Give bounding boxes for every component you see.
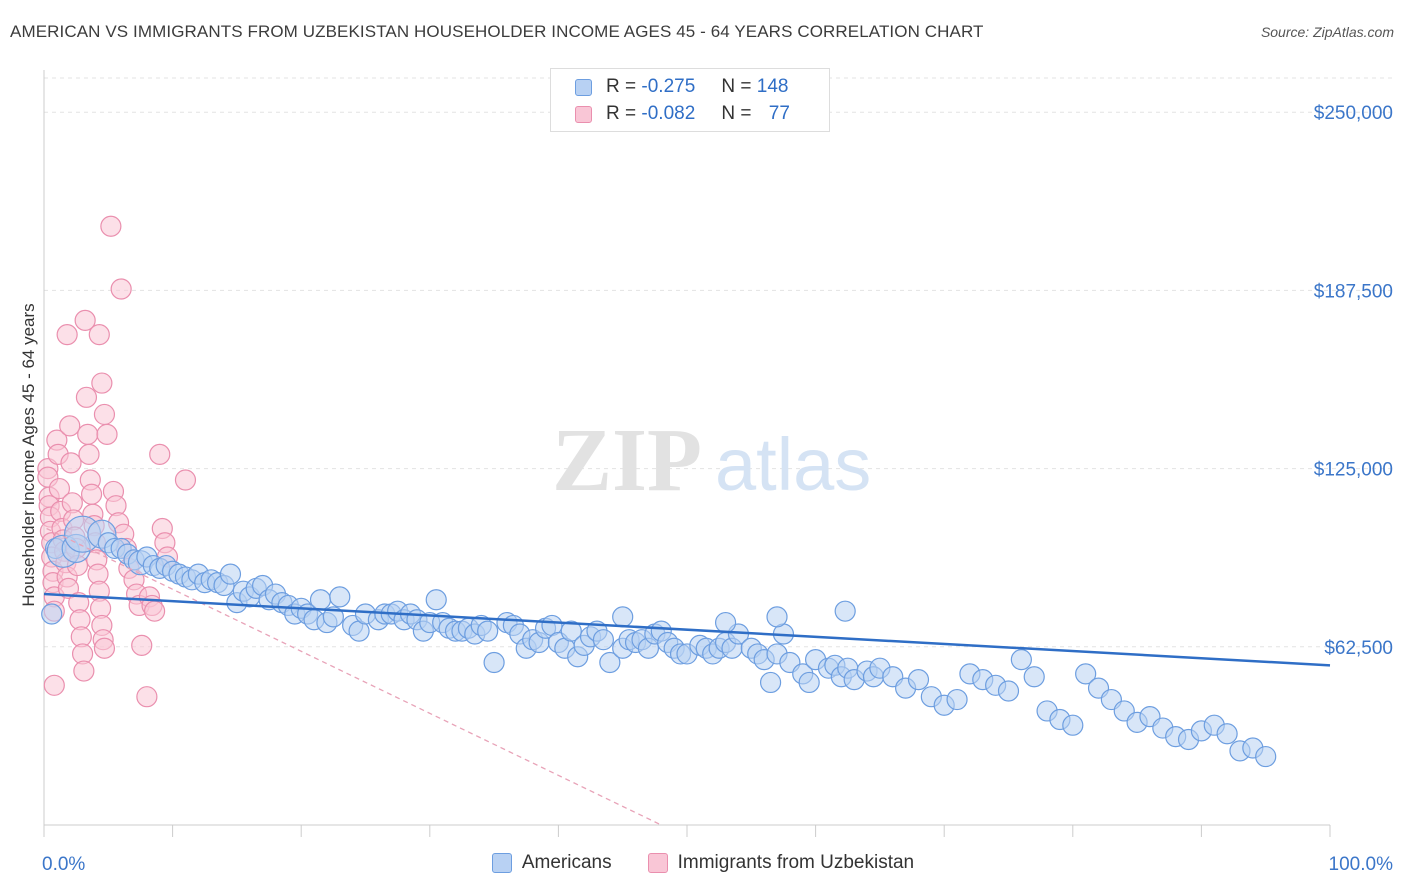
americans-point-147 [1255, 745, 1277, 768]
r-label: R = [606, 103, 637, 124]
legend-row-immigrants: R = -0.082 N = 77 [575, 101, 790, 127]
americans-swatch [575, 78, 592, 96]
immigrants-point-38 [77, 423, 99, 445]
americans-point-63 [477, 620, 499, 642]
americans-point-133 [1075, 663, 1097, 685]
axis-labels: $62,500 $125,000 $187,500 $250,000 0.0% 100.0… [19, 103, 1393, 875]
immigrants-r-value: -0.082 [641, 103, 696, 124]
americans-r-value: -0.275 [641, 76, 696, 97]
immigrants-swatch [575, 105, 592, 123]
immigrants-point-71 [143, 600, 166, 622]
watermark-zip: ZIP [552, 411, 702, 510]
americans-point-144 [1216, 723, 1238, 745]
americans-points [41, 515, 1277, 768]
immigrants-point-60 [110, 278, 132, 300]
americans-point-108 [798, 671, 820, 694]
americans-point-55 [425, 589, 447, 611]
americans-point-0 [41, 603, 63, 625]
americans-trend-line [43, 592, 1331, 667]
immigrants-point-12 [43, 674, 65, 696]
immigrants-point-39 [78, 443, 100, 465]
trend-lines [43, 527, 1331, 826]
immigrants-trend-line [46, 527, 662, 826]
n-label: N = [721, 76, 752, 97]
immigrants-point-53 [91, 372, 113, 394]
immigrants-point-35 [73, 660, 95, 682]
immigrants-point-36 [74, 309, 96, 331]
americans-point-75 [560, 620, 582, 642]
legend-americans[interactable]: Americans [491, 852, 612, 874]
americans-point-120 [907, 668, 930, 691]
legend-row-americans: R = -0.275 N = 148 [575, 74, 788, 100]
americans-legend-swatch [491, 853, 512, 873]
immigrants-point-37 [75, 386, 98, 408]
americans-point-129 [1023, 666, 1045, 688]
americans-point-41 [322, 606, 344, 628]
watermark: ZIP atlas [552, 411, 871, 510]
immigrants-n-value: 77 [768, 103, 790, 124]
immigrants-point-51 [93, 637, 116, 659]
immigrants-point-24 [59, 415, 81, 437]
immigrants-legend-label: Immigrants from Uzbekistan [677, 852, 915, 873]
immigrants-point-25 [60, 452, 82, 474]
americans-point-80 [592, 629, 615, 651]
immigrants-point-54 [93, 403, 116, 426]
americans-point-81 [599, 651, 621, 674]
americans-point-42 [329, 586, 351, 608]
immigrants-point-76 [174, 469, 197, 491]
americans-point-149 [612, 606, 634, 628]
immigrants-point-22 [57, 577, 80, 599]
immigrants-point-41 [80, 483, 103, 505]
series-legend: Americans Immigrants from Uzbekistan [0, 852, 1406, 874]
x-tick-label-min: 0.0% [42, 854, 85, 875]
americans-point-150 [714, 611, 737, 634]
y-tick-label-1: $125,000 [1314, 460, 1393, 481]
americans-point-123 [946, 688, 968, 711]
americans-point-39 [309, 589, 332, 611]
immigrants-point-68 [136, 686, 158, 708]
americans-point-127 [997, 680, 1020, 702]
watermark-atlas: atlas [715, 423, 871, 506]
immigrants-point-56 [100, 215, 122, 237]
immigrants-point-72 [149, 443, 171, 465]
legend-immigrants[interactable]: Immigrants from Uzbekistan [647, 852, 915, 874]
grid-lines [44, 77, 1395, 648]
americans-point-132 [1062, 714, 1084, 736]
americans-point-25 [219, 563, 242, 585]
immigrants-legend-swatch [647, 853, 668, 873]
immigrants-point-15 [48, 477, 71, 500]
americans-point-148 [834, 600, 856, 622]
r-label: R = [606, 76, 637, 97]
americans-legend-label: Americans [521, 852, 612, 873]
n-label: N = [721, 103, 752, 124]
chart-title: AMERICAN VS IMMIGRANTS FROM UZBEKISTAN H… [10, 22, 984, 41]
source-label: Source: ZipAtlas.com [1260, 24, 1394, 40]
immigrants-point-55 [96, 423, 118, 445]
americans-point-151 [766, 606, 788, 628]
immigrants-points [37, 215, 197, 708]
americans-point-128 [1010, 649, 1032, 671]
americans-n-value: 148 [756, 76, 789, 97]
americans-point-64 [483, 651, 505, 674]
y-tick-label-3: $250,000 [1314, 103, 1393, 124]
correlation-legend: R = -0.275 N = 148 R = -0.082 N = 77 [550, 68, 830, 132]
immigrants-point-52 [88, 324, 110, 346]
immigrants-point-23 [56, 324, 78, 346]
axes [43, 70, 1331, 837]
y-axis-label: Householder Income Ages 45 - 64 years [19, 303, 38, 606]
y-tick-label-0: $62,500 [1324, 638, 1393, 659]
immigrants-point-67 [131, 634, 153, 656]
x-tick-label-max: 100.0% [1329, 854, 1394, 875]
y-tick-label-2: $187,500 [1314, 281, 1393, 302]
americans-point-103 [759, 671, 782, 694]
